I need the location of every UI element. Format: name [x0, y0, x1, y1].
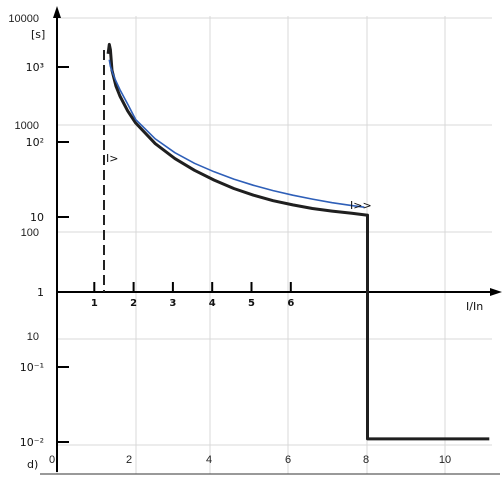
y-unit-label: [s]	[31, 28, 45, 41]
panel-label: d)	[27, 458, 38, 471]
labels: 0 2 4 6 8 10 10000 1000 100 10 10³ 10² 10 1 10⁻¹ 10⁻² 1 2…	[8, 13, 451, 466]
trip-characteristic-line	[106, 42, 490, 441]
y-axis-arrow-icon	[53, 6, 61, 18]
scan-x-tick-label: 1	[91, 298, 98, 309]
overlay-y-tick-label: 1000	[15, 120, 39, 132]
scan-y-tick-label: 1	[37, 286, 44, 299]
x-axis-label: I/In	[466, 300, 483, 313]
scan-y-tick-label: 10²	[26, 136, 44, 149]
overlay-x-tick-label: 0	[49, 454, 55, 466]
scan-x-tick-label: 3	[169, 298, 176, 309]
annotations: I> I>> d) [s] I/In	[27, 28, 483, 471]
overlay-y-tick-label: 10	[27, 331, 39, 343]
overlay-x-tick-label: 2	[126, 454, 132, 466]
series	[106, 42, 490, 441]
scan-y-tick-label: 10⁻¹	[20, 361, 44, 374]
overlay-x-tick-label: 10	[439, 454, 451, 466]
scan-x-tick-label: 4	[209, 298, 216, 309]
scan-x-tick-label: 6	[287, 298, 294, 309]
x-axis-arrow-icon	[490, 288, 502, 296]
overlay-x-tick-label: 6	[285, 454, 291, 466]
overlay-x-tick-label: 8	[363, 454, 369, 466]
short-circuit-label: I>>	[350, 199, 372, 212]
grid	[56, 16, 492, 474]
scan-x-tick-label: 2	[130, 298, 137, 309]
overlay-x-tick-label: 4	[206, 454, 212, 466]
fitted-curve-line	[108, 59, 365, 208]
overlay-y-tick-label: 10000	[8, 13, 39, 25]
axes	[40, 6, 502, 475]
ticks	[57, 66, 292, 443]
scan-x-tick-label: 5	[248, 298, 255, 309]
overload-label: I>	[106, 152, 118, 165]
scan-y-tick-label: 10⁻²	[20, 436, 44, 449]
overlay-y-tick-label: 100	[21, 227, 39, 239]
scan-y-tick-label: 10	[30, 211, 44, 224]
scan-y-tick-label: 10³	[26, 61, 44, 74]
